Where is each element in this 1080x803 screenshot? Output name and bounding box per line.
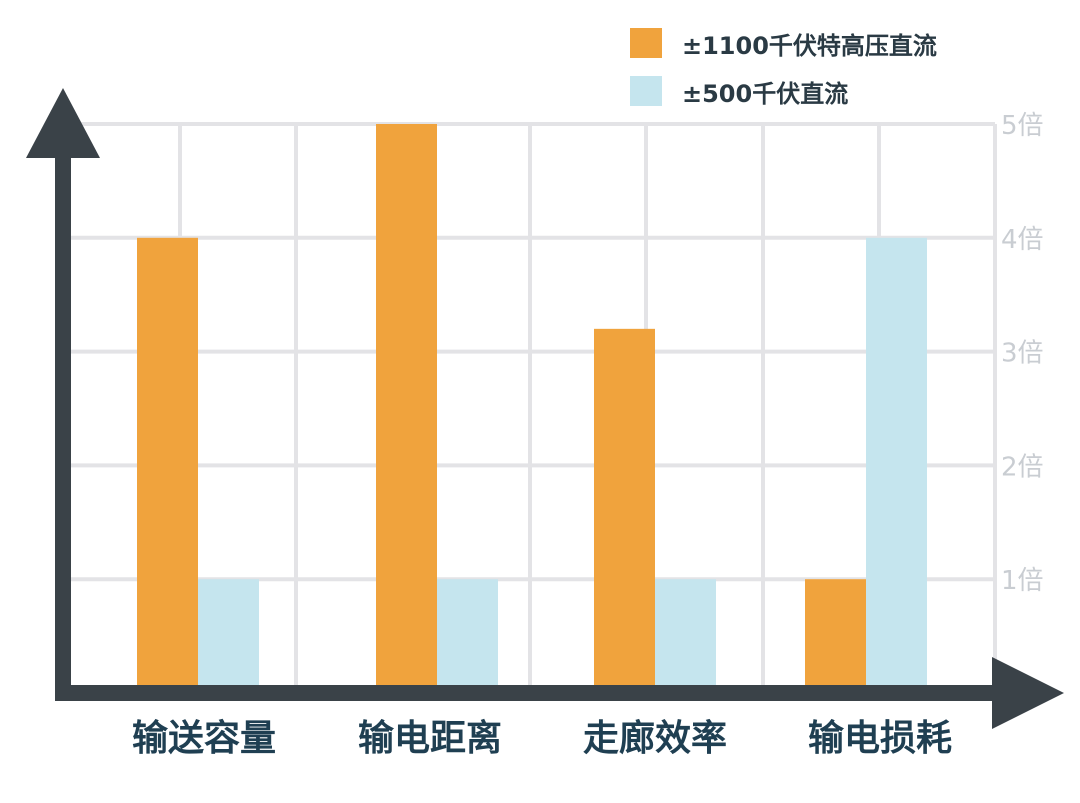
bar-series-2-1 [198, 579, 259, 693]
y-tick-label-5: 5倍 [1001, 111, 1044, 141]
bar-series-1-4 [805, 579, 866, 693]
bar-series-2-2 [437, 579, 498, 693]
bar-series-1-1 [137, 237, 198, 694]
legend-item-series-2: ±500千伏直流 [630, 76, 937, 108]
bar-series-1-3 [594, 328, 655, 693]
y-axis-arrow [26, 88, 100, 158]
y-tick-label-4: 4倍 [1001, 225, 1044, 255]
bar-series-2-4 [866, 237, 927, 694]
x-axis-arrow [992, 657, 1064, 729]
bar-series-1-2 [376, 124, 437, 693]
axes [26, 88, 1064, 729]
category-label-2: 输电距离 [358, 718, 502, 759]
legend-item-series-1: ±1100千伏特高压直流 [630, 28, 937, 60]
legend-swatch-series-1 [630, 28, 662, 58]
legend-swatch-series-2 [630, 76, 662, 106]
legend-label-series-2: ±500千伏直流 [682, 79, 849, 108]
bars [137, 124, 927, 694]
category-label-4: 输电损耗 [808, 718, 952, 759]
category-labels: 输送容量 输电距离 走廊效率 输电损耗 [132, 718, 952, 759]
bar-series-2-3 [655, 579, 716, 693]
category-label-1: 输送容量 [132, 718, 276, 759]
y-tick-labels: 1倍 2倍 3倍 4倍 5倍 [1001, 111, 1044, 596]
legend-label-series-1: ±1100千伏特高压直流 [682, 31, 937, 60]
y-tick-label-2: 2倍 [1001, 452, 1044, 482]
y-tick-label-1: 1倍 [1001, 566, 1044, 596]
legend: ±1100千伏特高压直流 ±500千伏直流 [630, 28, 937, 124]
category-label-3: 走廊效率 [583, 718, 727, 759]
y-tick-label-3: 3倍 [1001, 339, 1044, 369]
